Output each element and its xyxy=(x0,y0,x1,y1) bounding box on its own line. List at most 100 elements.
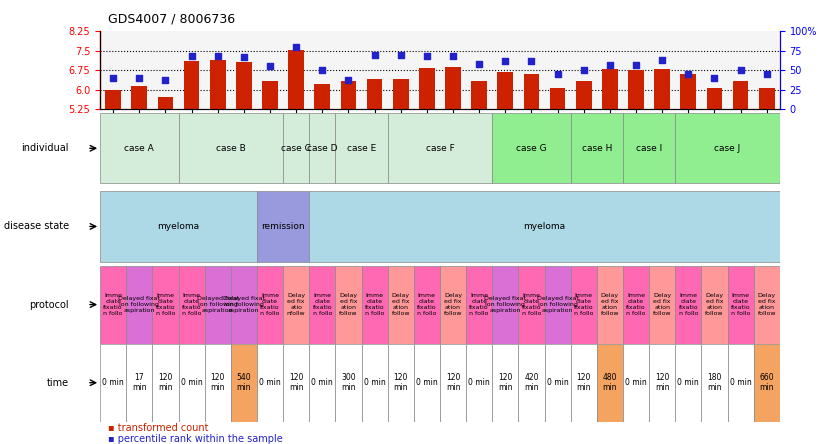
FancyBboxPatch shape xyxy=(492,266,519,344)
FancyBboxPatch shape xyxy=(283,344,309,422)
Text: Imme
diate
fixatio
n follo: Imme diate fixatio n follo xyxy=(417,293,437,316)
FancyBboxPatch shape xyxy=(178,266,204,344)
Bar xyxy=(524,74,540,109)
Text: remission: remission xyxy=(261,222,305,231)
Text: 540
min: 540 min xyxy=(237,373,251,392)
Point xyxy=(394,51,407,58)
FancyBboxPatch shape xyxy=(126,266,153,344)
FancyBboxPatch shape xyxy=(178,113,283,183)
FancyBboxPatch shape xyxy=(597,266,623,344)
Point xyxy=(525,57,538,64)
Text: Imme
diate
fixatio
n follo: Imme diate fixatio n follo xyxy=(521,293,541,316)
FancyBboxPatch shape xyxy=(676,344,701,422)
Text: case F: case F xyxy=(425,144,455,153)
FancyBboxPatch shape xyxy=(361,266,388,344)
FancyBboxPatch shape xyxy=(309,191,780,262)
FancyBboxPatch shape xyxy=(100,344,126,422)
Text: 120
min: 120 min xyxy=(289,373,304,392)
Point xyxy=(499,57,512,64)
Text: 0 min: 0 min xyxy=(677,378,699,387)
FancyBboxPatch shape xyxy=(309,113,335,183)
FancyBboxPatch shape xyxy=(466,344,492,422)
Text: 300
min: 300 min xyxy=(341,373,356,392)
Bar xyxy=(340,80,356,109)
Text: Delay
ed fix
ation
follow: Delay ed fix ation follow xyxy=(339,293,358,316)
Point xyxy=(577,67,590,74)
FancyBboxPatch shape xyxy=(623,344,649,422)
Text: Delay
ed fix
atio
nfollw: Delay ed fix atio nfollw xyxy=(287,293,305,316)
FancyBboxPatch shape xyxy=(257,344,283,422)
FancyBboxPatch shape xyxy=(623,266,649,344)
Text: Imme
diate
fixatio
n follo: Imme diate fixatio n follo xyxy=(470,293,489,316)
Bar xyxy=(602,69,618,109)
FancyBboxPatch shape xyxy=(257,191,309,262)
Bar xyxy=(733,81,748,109)
Text: Imme
diate
fixatio
n follo: Imme diate fixatio n follo xyxy=(156,293,175,316)
Text: 0 min: 0 min xyxy=(468,378,490,387)
FancyBboxPatch shape xyxy=(309,266,335,344)
Text: Delayed fixat
ion following
aspiration: Delayed fixat ion following aspiration xyxy=(223,296,265,313)
Bar xyxy=(183,61,199,109)
Point xyxy=(446,52,460,59)
FancyBboxPatch shape xyxy=(414,344,440,422)
Text: 17
min: 17 min xyxy=(132,373,147,392)
Text: 120
min: 120 min xyxy=(576,373,591,392)
FancyBboxPatch shape xyxy=(649,266,676,344)
FancyBboxPatch shape xyxy=(597,344,623,422)
Text: Delayed fixat
ion following
aspiration: Delayed fixat ion following aspiration xyxy=(485,296,526,313)
Text: Imme
diate
fixatio
n follo: Imme diate fixatio n follo xyxy=(182,293,201,316)
Point xyxy=(158,77,172,84)
Point xyxy=(289,43,303,50)
Text: myeloma: myeloma xyxy=(158,222,199,231)
Text: Delayed fixat
ion following
aspiration: Delayed fixat ion following aspiration xyxy=(536,296,579,313)
FancyBboxPatch shape xyxy=(100,113,178,183)
Text: Delay
ed fix
ation
follow: Delay ed fix ation follow xyxy=(391,293,410,316)
FancyBboxPatch shape xyxy=(309,344,335,422)
Point xyxy=(760,71,773,78)
Point xyxy=(368,51,381,58)
Text: individual: individual xyxy=(21,143,68,153)
Bar xyxy=(706,88,722,109)
Text: myeloma: myeloma xyxy=(524,222,565,231)
Text: 120
min: 120 min xyxy=(445,373,460,392)
FancyBboxPatch shape xyxy=(466,266,492,344)
Bar xyxy=(445,67,461,109)
Text: 120
min: 120 min xyxy=(498,373,513,392)
Point xyxy=(708,75,721,82)
Bar xyxy=(419,67,435,109)
Text: Imme
diate
fixatio
n follo: Imme diate fixatio n follo xyxy=(313,293,332,316)
Text: 0 min: 0 min xyxy=(259,378,281,387)
Point xyxy=(681,71,695,78)
Text: 480
min: 480 min xyxy=(603,373,617,392)
Text: 0 min: 0 min xyxy=(311,378,333,387)
Text: 0 min: 0 min xyxy=(730,378,751,387)
Point xyxy=(315,67,329,74)
FancyBboxPatch shape xyxy=(204,266,231,344)
FancyBboxPatch shape xyxy=(335,344,361,422)
Point xyxy=(264,63,277,70)
FancyBboxPatch shape xyxy=(204,344,231,422)
FancyBboxPatch shape xyxy=(257,266,283,344)
Text: 120
min: 120 min xyxy=(158,373,173,392)
FancyBboxPatch shape xyxy=(545,266,570,344)
Text: disease state: disease state xyxy=(3,222,68,231)
FancyBboxPatch shape xyxy=(283,266,309,344)
FancyBboxPatch shape xyxy=(623,113,676,183)
FancyBboxPatch shape xyxy=(414,266,440,344)
FancyBboxPatch shape xyxy=(570,344,597,422)
Text: case E: case E xyxy=(347,144,376,153)
Text: Delay
ed fix
ation
follow: Delay ed fix ation follow xyxy=(757,293,776,316)
Text: Imme
diate
fixatio
n follo: Imme diate fixatio n follo xyxy=(574,293,594,316)
FancyBboxPatch shape xyxy=(440,266,466,344)
Text: 660
min: 660 min xyxy=(760,373,774,392)
Point xyxy=(551,71,565,78)
Bar xyxy=(210,60,225,109)
Text: 0 min: 0 min xyxy=(364,378,385,387)
Text: 120
min: 120 min xyxy=(210,373,225,392)
FancyBboxPatch shape xyxy=(153,266,178,344)
FancyBboxPatch shape xyxy=(335,113,388,183)
Point xyxy=(420,52,434,59)
Text: ▪ percentile rank within the sample: ▪ percentile rank within the sample xyxy=(108,434,284,444)
Text: 0 min: 0 min xyxy=(103,378,124,387)
Bar xyxy=(497,72,513,109)
